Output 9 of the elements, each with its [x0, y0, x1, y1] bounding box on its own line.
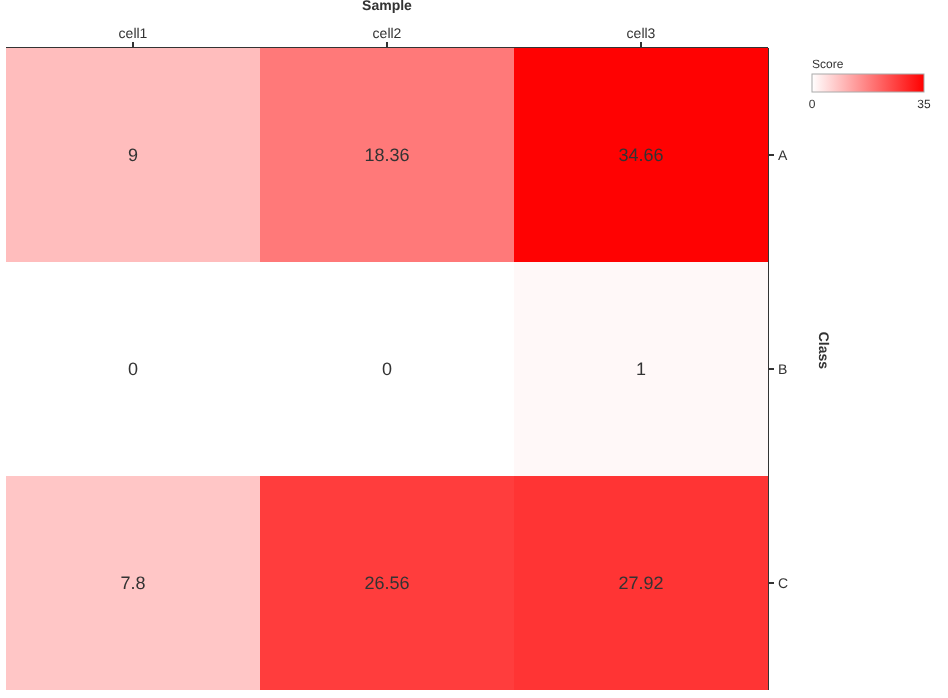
- data-label: 34.66: [618, 145, 664, 165]
- data-label: 0: [381, 359, 393, 379]
- data-label: 0: [127, 359, 139, 379]
- data-label: 27.92: [618, 573, 664, 593]
- data-label: 18.36: [364, 145, 410, 165]
- data-label: 26.56: [364, 573, 410, 593]
- data-label: 1: [635, 359, 647, 379]
- data-label: 7.8: [120, 573, 146, 593]
- data-label: 9: [127, 145, 139, 165]
